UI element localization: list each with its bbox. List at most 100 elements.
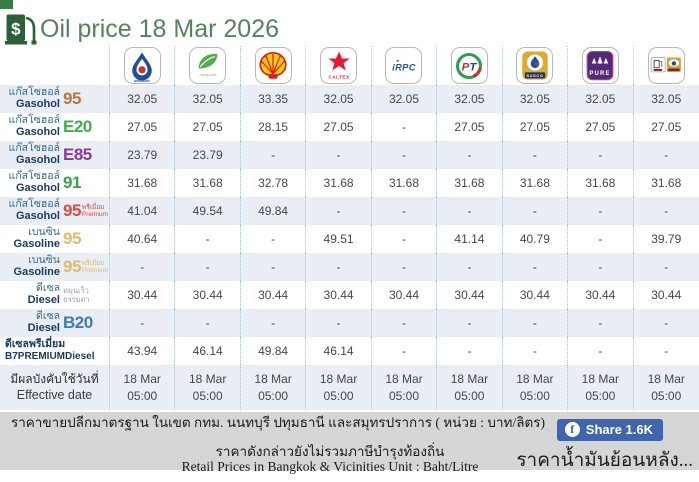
price-cell: - [664, 344, 669, 358]
price-cell: 27.05 [306, 113, 372, 141]
brand-logo-bangchak: bangchak [175, 46, 241, 85]
price-cell: - [437, 197, 503, 225]
price-cell: - [503, 309, 569, 337]
effective-date-value: 18 Mar [123, 371, 161, 386]
price-cell: - [372, 309, 438, 337]
price-cell: - [372, 197, 438, 225]
effective-date-value: 18 Mar [188, 371, 227, 386]
price-cell: - [568, 197, 634, 225]
price-cell: 32.05 [306, 85, 372, 113]
price-cell: - [503, 197, 569, 225]
facebook-share-button[interactable]: f Share 1.6K [556, 419, 663, 441]
price-cell: 27.05 [568, 113, 634, 141]
fuel-grade-value: E85 [63, 145, 92, 164]
brand-logo-susco-dealers [634, 46, 699, 85]
price-cell: - [175, 225, 241, 253]
effective-date-value: 18 Mar [385, 371, 423, 386]
fuel-grade-value: 91 [63, 173, 81, 192]
price-cell: - [437, 337, 503, 365]
fuel-name: เบนซิน Gasoline [14, 255, 60, 278]
fuel-grade-premium: พรีเมี่ยม Premium [82, 260, 108, 275]
fuel-row: ดีเซล Diesel หมุนเร็ว ธรรมดา 30.44 30.44 30.44… [0, 281, 699, 309]
price-cell: 31.68 [568, 169, 634, 197]
price-cell: - [437, 141, 503, 169]
fuel-label: แก๊สโซฮอล์ Gasohol 95 พรีเมี่ยม Premium [0, 197, 110, 225]
price-cell: 30.44 [651, 288, 682, 302]
fuel-name-th: แก๊สโซฮอล์ [8, 142, 60, 155]
fuel-name-th: แก๊สโซฮอล์ [8, 114, 60, 127]
effective-date-cell: 18 Mar 05:00 [634, 365, 699, 410]
price-cell: 30.44 [372, 281, 438, 309]
fuel-name-th: ดีเซล [36, 310, 60, 323]
price-cell: 49.84 [241, 337, 307, 365]
fuel-name-en: Gasohol [15, 97, 60, 110]
price-cell: - [372, 337, 438, 365]
price-cell: 32.05 [437, 85, 503, 113]
price-cell: - [175, 253, 241, 281]
fuel-name-en: Gasoline [13, 237, 60, 250]
fuel-row: แก๊สโซฮอล์ Gasohol 91 31.68 31.68 32.78 31.68 3… [0, 169, 699, 197]
price-cell: - [241, 141, 307, 169]
label-column-spacer [0, 46, 110, 85]
price-table: แก๊สโซฮอล์ Gasohol 95 32.05 32.05 33.35 32.05 3… [0, 85, 699, 410]
fuel-grade: 95 พรีเมี่ยม Premium [63, 257, 108, 277]
price-cell: 30.44 [503, 281, 569, 309]
price-cell: - [372, 141, 438, 169]
fuel-pump-dollar-icon: $ [5, 11, 37, 45]
brand-logo-caltex: CALTEX [306, 46, 372, 85]
fuel-grade: 95 [63, 229, 107, 249]
price-cell: 31.68 [175, 169, 241, 197]
fuel-label: แก๊สโซฮอล์ Gasohol E20 [0, 113, 110, 141]
brand-logo-ptt: pttstation [110, 46, 176, 85]
effective-date-cell: 18 Mar 05:00 [503, 365, 569, 410]
price-cell: 27.05 [503, 113, 569, 141]
fuel-grade-premium: พรีเมี่ยม Premium [82, 204, 108, 219]
price-cell: - [372, 225, 438, 253]
fuel-grade-value: 95 [63, 257, 81, 276]
price-cell: - [664, 204, 669, 218]
svg-text:PT: PT [462, 61, 478, 73]
fuel-label: แก๊สโซฮอล์ Gasohol 91 [0, 169, 110, 197]
fuel-row: เบนซิน Gasoline 95 40.64- -49.51-41.14 40.79-… [0, 225, 699, 253]
effective-date-cell: 18 Mar 05:00 [306, 365, 372, 410]
premium-th: พรีเมี่ยม [81, 259, 105, 267]
corner-decoration [0, 0, 13, 9]
fuel-name-th: เบนซิน [28, 226, 60, 239]
effective-time-value: 05:00 [519, 388, 550, 403]
brand-logo-pt: PT [437, 46, 503, 85]
effective-time-value: 05:00 [454, 388, 485, 403]
price-cell: - [437, 309, 503, 337]
fuel-grade: 95 [63, 89, 107, 109]
fuel-name-en: Diesel [27, 321, 60, 334]
irpc-logo-text: iRPC [392, 62, 416, 72]
facebook-icon: f [564, 422, 580, 437]
effective-date-value: 18 Mar [647, 371, 685, 386]
effective-date-cell: 18 Mar 05:00 [437, 365, 503, 410]
price-cell: - [372, 253, 438, 281]
ptt-logo-text: pttstation [134, 79, 149, 83]
effective-date-value: 18 Mar [516, 371, 554, 386]
price-cell: 49.84 [241, 197, 307, 225]
fuel-grade: หมุนเร็ว ธรรมดา [63, 286, 107, 304]
price-cell: 27.05 [110, 113, 176, 141]
fuel-grade-value: E20 [63, 117, 92, 136]
effective-date-cell: 18 Mar 05:00 [241, 365, 307, 410]
price-cell: 31.68 [306, 169, 372, 197]
premium-en: Premium [81, 211, 108, 218]
price-cell: 31.68 [503, 169, 569, 197]
price-cell: 27.05 [651, 120, 682, 134]
fuel-grade-value: 95 [63, 89, 81, 108]
fuel-name-en: Gasohol [15, 125, 60, 138]
price-cell: - [664, 260, 669, 274]
effective-time-value: 05:00 [651, 388, 682, 403]
oil-price-history-link[interactable]: ราคาน้ำมันย้อนหลัง... [516, 450, 693, 471]
effective-date-label-th: มีผลบังคับใช้วันที่ [10, 371, 99, 386]
premium-th: พรีเมี่ยม [81, 203, 105, 211]
fuel-grade-value: 95 [63, 201, 81, 220]
effective-time-value: 05:00 [258, 388, 289, 403]
price-cell: 32.05 [372, 85, 438, 113]
price-cell: 46.14 [306, 337, 372, 365]
price-cell: 23.79 [175, 141, 241, 169]
price-cell: 31.68 [110, 169, 176, 197]
